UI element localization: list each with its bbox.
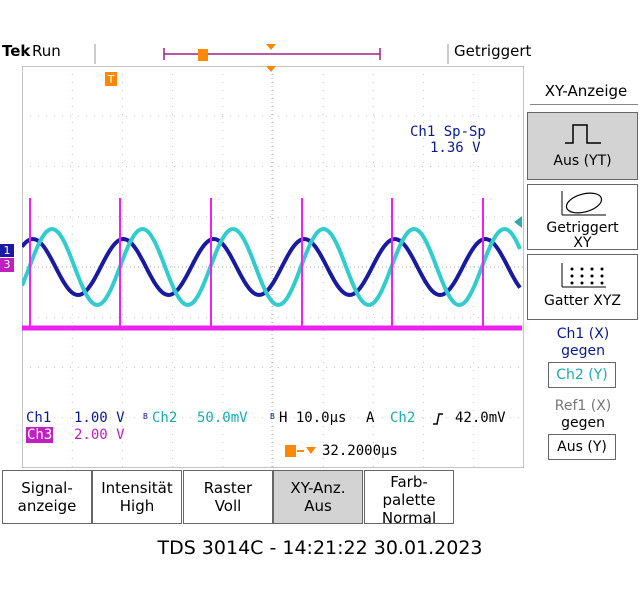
sidebar-divider — [530, 104, 638, 105]
menu-graticule-line1: Raster — [203, 479, 253, 497]
ch2-waveform — [22, 226, 522, 308]
trigger-horizontal-marker — [266, 66, 276, 72]
trigger-offset: 32.2000μs — [322, 443, 398, 459]
record-position-bar — [94, 44, 449, 64]
trigger-source: Ch2 — [390, 410, 416, 426]
ref1-x-label: Ref1 (X) — [554, 398, 612, 414]
xy-off-label: Aus (YT) — [553, 153, 612, 169]
trigger-mode: A — [366, 410, 375, 426]
ch3-scale: 2.00 V — [74, 427, 125, 443]
yt-pulse-icon — [564, 124, 601, 144]
rising-edge-icon — [433, 413, 443, 425]
menu-xy-display-line1: XY-Anz. — [290, 479, 346, 497]
trigger-level-marker — [514, 216, 522, 228]
gated-xyz-button[interactable]: Gatter XYZ — [527, 254, 638, 320]
ref1-vs-channel-select[interactable]: Aus (Y) — [548, 434, 616, 460]
ch1-vs-channel-select[interactable]: Ch2 (Y) — [548, 362, 616, 388]
menu-graticule[interactable]: Raster Voll — [183, 470, 273, 524]
menu-signal-display-line1: Signal- — [21, 479, 73, 497]
menu-xy-display-line2: Aus — [304, 497, 332, 515]
trigger-status: Getriggert — [454, 42, 532, 60]
sidebar-title: XY-Anzeige — [544, 82, 628, 100]
ch3-name: Ch3 — [26, 427, 54, 443]
xyz-dots-icon — [561, 263, 606, 288]
menu-color-palette-line2: palette — [382, 491, 436, 509]
measurement-label: Ch1 Sp-Sp — [410, 124, 486, 140]
xy-ellipse-icon — [561, 191, 606, 216]
triggered-xy-label-2: XY — [573, 235, 592, 251]
ch1-x-label: Ch1 (X) — [556, 326, 610, 342]
svg-text:T: T — [107, 73, 115, 86]
menu-color-palette-line1: Farb- — [390, 473, 428, 491]
ch2-bw-icon: B — [143, 412, 148, 421]
measurement-value: 1.36 V — [430, 140, 481, 156]
footer-caption: TDS 3014C - 14:21:22 30.01.2023 — [157, 537, 483, 559]
ch1-waveform — [22, 236, 522, 298]
triggered-xy-button[interactable]: Getriggert XY — [527, 184, 638, 251]
menu-intensity-line1: Intensität — [101, 479, 173, 497]
ch2-name: Ch2 — [152, 410, 178, 426]
menu-xy-display[interactable]: XY-Anz. Aus — [273, 470, 363, 524]
timebase-bw-icon: B — [270, 412, 275, 421]
trigger-level: 42.0mV — [455, 410, 506, 426]
menu-intensity[interactable]: Intensität High — [92, 470, 182, 524]
menu-signal-display-line2: anzeige — [17, 497, 77, 515]
menu-color-palette[interactable]: Farb- palette Normal — [364, 470, 454, 527]
ch1-gegen-label: gegen — [561, 343, 605, 359]
ch3-ground-marker[interactable]: 3 — [0, 258, 14, 272]
menu-intensity-line2: High — [119, 497, 155, 515]
trigger-offset-icon — [285, 445, 316, 457]
triggered-xy-label-1: Getriggert — [546, 220, 619, 236]
ch2-scale: 50.0mV — [197, 410, 248, 426]
ch1-ground-marker[interactable]: 1 — [0, 244, 14, 257]
menu-signal-display[interactable]: Signal- anzeige — [2, 470, 92, 524]
ch1-name: Ch1 — [26, 410, 52, 426]
trigger-position-marker: T — [105, 72, 117, 86]
menu-graticule-line2: Voll — [214, 497, 242, 515]
timebase: H 10.0μs — [279, 410, 347, 426]
xy-off-yt-button[interactable]: Aus (YT) — [527, 112, 638, 180]
brand-logo: Tek — [2, 42, 31, 60]
acquisition-status: Run — [32, 42, 61, 60]
waveform-display[interactable]: T — [22, 66, 524, 468]
gated-xyz-label: Gatter XYZ — [544, 293, 621, 309]
ch3-waveform — [22, 198, 522, 331]
ch1-scale: 1.00 V — [74, 410, 125, 426]
ref1-gegen-label: gegen — [561, 415, 605, 431]
menu-color-palette-line3: Normal — [381, 509, 437, 527]
